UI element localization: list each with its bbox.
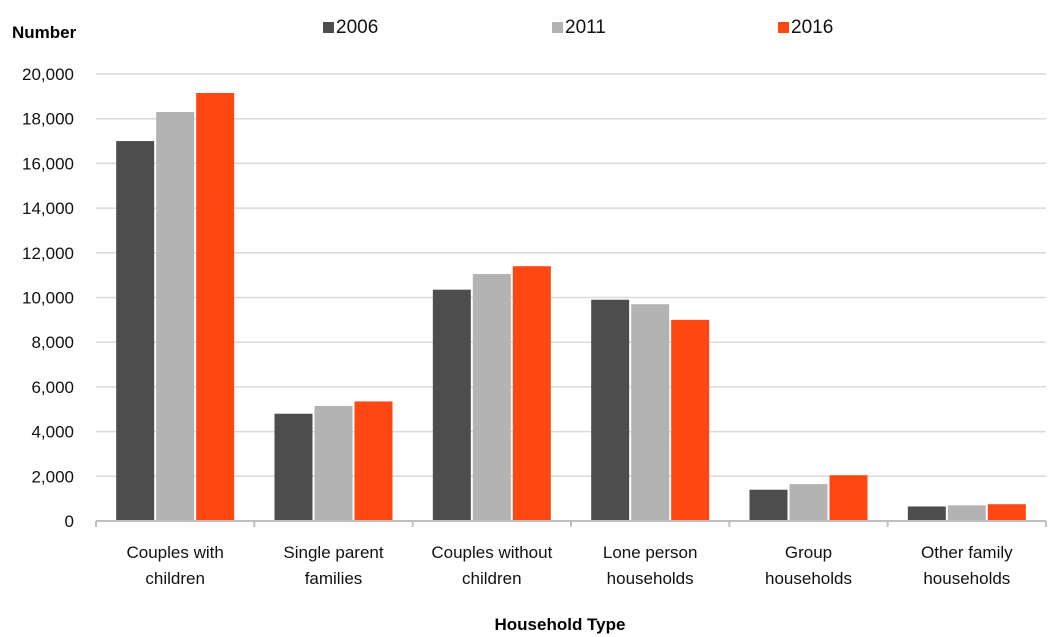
legend-swatch-2016: [778, 22, 789, 33]
bar-2016: [987, 504, 1026, 521]
y-tick-label: 0: [65, 512, 74, 531]
x-category-label: Other family households: [921, 543, 1013, 588]
y-tick-label: 20,000: [22, 65, 74, 84]
y-tick-label: 16,000: [22, 154, 74, 173]
y-axis-ticks: 20,000 18,000 16,000 14,000 12,000 10,000 8,00…: [22, 65, 74, 531]
bar-2011: [156, 111, 195, 522]
bar-2016: [196, 92, 235, 521]
x-category-label: Couples without children: [431, 543, 552, 588]
x-category-label: Group households: [765, 543, 852, 588]
legend-label-2016: 2016: [791, 17, 833, 38]
x-axis-ticks: [95, 521, 1047, 527]
y-tick-label: 14,000: [22, 199, 74, 218]
y-tick-label: 2,000: [31, 467, 74, 486]
x-category-label: Lone person households: [603, 543, 698, 588]
x-category-label: Couples with children: [127, 543, 224, 588]
bar-2006: [591, 299, 630, 521]
bar-2006: [907, 506, 946, 521]
y-axis-title: Number: [12, 23, 77, 42]
bar-2011: [631, 304, 670, 521]
bar-2016: [671, 319, 710, 521]
y-tick-label: 10,000: [22, 289, 74, 308]
bar-2006: [749, 489, 788, 521]
bar-2011: [789, 484, 828, 521]
y-tick-label: 12,000: [22, 244, 74, 263]
legend-swatch-2006: [323, 22, 334, 33]
legend: 2006 2011 2016: [323, 17, 833, 38]
bar-2006: [116, 141, 155, 522]
y-tick-label: 6,000: [31, 378, 74, 397]
bar-2011: [472, 274, 511, 521]
bar-2006: [274, 413, 313, 521]
bar-2011: [947, 505, 986, 521]
y-tick-label: 8,000: [31, 333, 74, 352]
legend-label-2006: 2006: [336, 17, 378, 38]
y-tick-label: 4,000: [31, 423, 74, 442]
gridlines: [96, 73, 1046, 478]
bars: [116, 92, 1026, 522]
bar-2016: [829, 475, 868, 521]
bar-2016: [512, 266, 551, 521]
x-axis-title: Household Type: [495, 615, 626, 634]
bar-2016: [354, 401, 393, 521]
x-category-label: Single parent families: [283, 543, 383, 588]
bar-2011: [314, 405, 353, 521]
y-tick-label: 18,000: [22, 110, 74, 129]
legend-swatch-2011: [552, 22, 563, 33]
bar-2006: [432, 289, 471, 521]
legend-label-2011: 2011: [565, 17, 606, 38]
x-axis-category-labels: Couples with children Single parent familie…: [127, 543, 1014, 588]
